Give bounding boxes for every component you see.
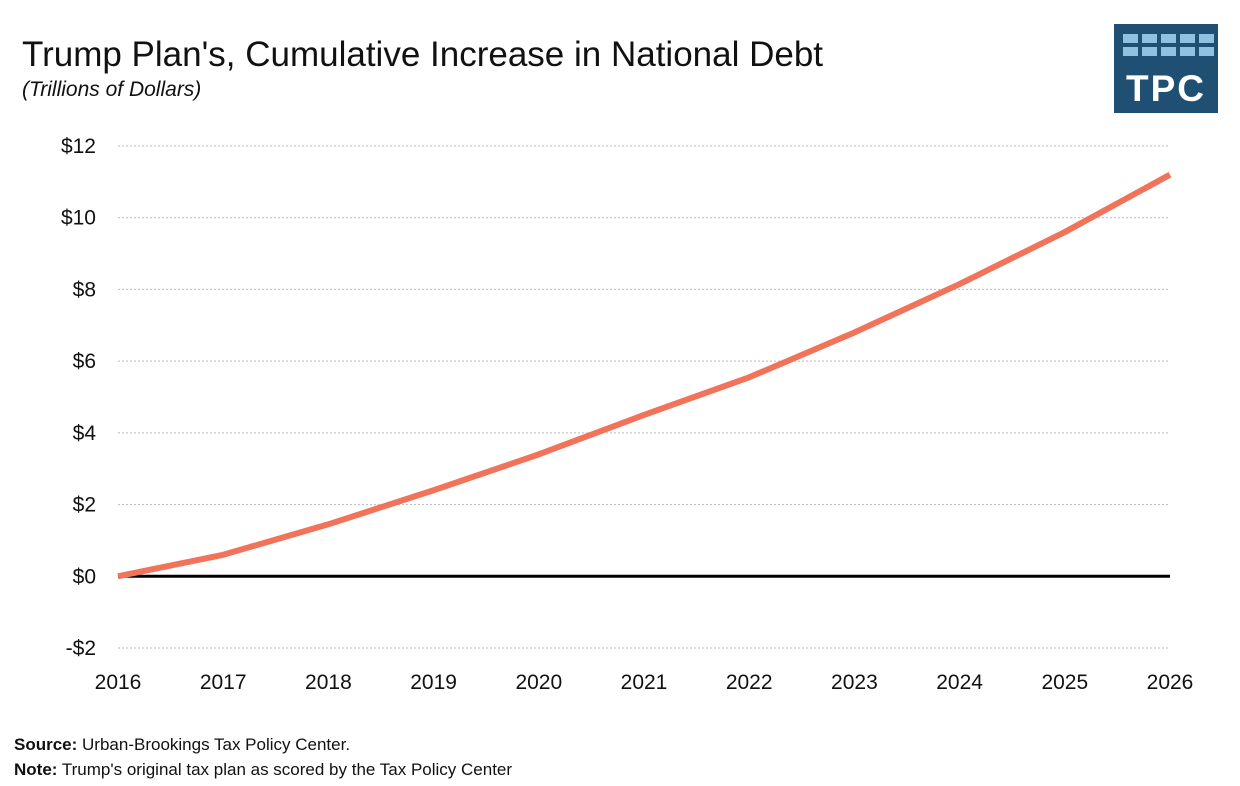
x-tick-label: 2020 xyxy=(515,671,562,694)
tpc-logo: TPC xyxy=(1114,24,1218,113)
footer-note: Note: Trump's original tax plan as score… xyxy=(14,760,512,780)
y-axis-tick-labels: $12 $10 $8 $6 $4 $2 $0 -$2 xyxy=(61,135,96,660)
source-label: Source: xyxy=(14,735,78,754)
note-label: Note: xyxy=(14,760,58,779)
source-text: Urban-Brookings Tax Policy Center. xyxy=(77,735,351,754)
gridlines xyxy=(118,145,1170,649)
x-tick-label: 2016 xyxy=(95,671,142,694)
chart-title: Trump Plan's, Cumulative Increase in Nat… xyxy=(22,35,824,74)
y-tick-label: $8 xyxy=(73,278,96,301)
x-tick-label: 2026 xyxy=(1147,671,1194,694)
y-tick-label: $2 xyxy=(73,494,96,517)
logo-text: TPC xyxy=(1126,68,1206,109)
x-tick-label: 2017 xyxy=(200,671,247,694)
x-axis-tick-labels: 2016 2017 2018 2019 2020 2021 2022 2023 2024 2025… xyxy=(95,671,1194,694)
y-tick-label: $6 xyxy=(73,350,96,373)
series-line xyxy=(117,172,1172,580)
series-lines xyxy=(117,172,1172,580)
x-tick-label: 2023 xyxy=(831,671,878,694)
x-tick-label: 2019 xyxy=(410,671,457,694)
x-tick-label: 2024 xyxy=(936,671,983,694)
chart-subtitle: (Trillions of Dollars) xyxy=(22,78,202,101)
x-tick-label: 2018 xyxy=(305,671,352,694)
x-tick-label: 2025 xyxy=(1041,671,1088,694)
y-tick-label: -$2 xyxy=(66,637,96,660)
y-tick-label: $4 xyxy=(73,422,97,445)
logo-tile-grid xyxy=(1123,34,1214,56)
source-note: Source: Urban-Brookings Tax Policy Cente… xyxy=(14,735,350,755)
x-tick-label: 2022 xyxy=(726,671,773,694)
note-text: Trump's original tax plan as scored by t… xyxy=(57,760,513,779)
y-tick-label: $12 xyxy=(61,135,96,158)
y-tick-label: $10 xyxy=(61,207,96,230)
x-tick-label: 2021 xyxy=(621,671,668,694)
y-tick-label: $0 xyxy=(73,565,96,588)
